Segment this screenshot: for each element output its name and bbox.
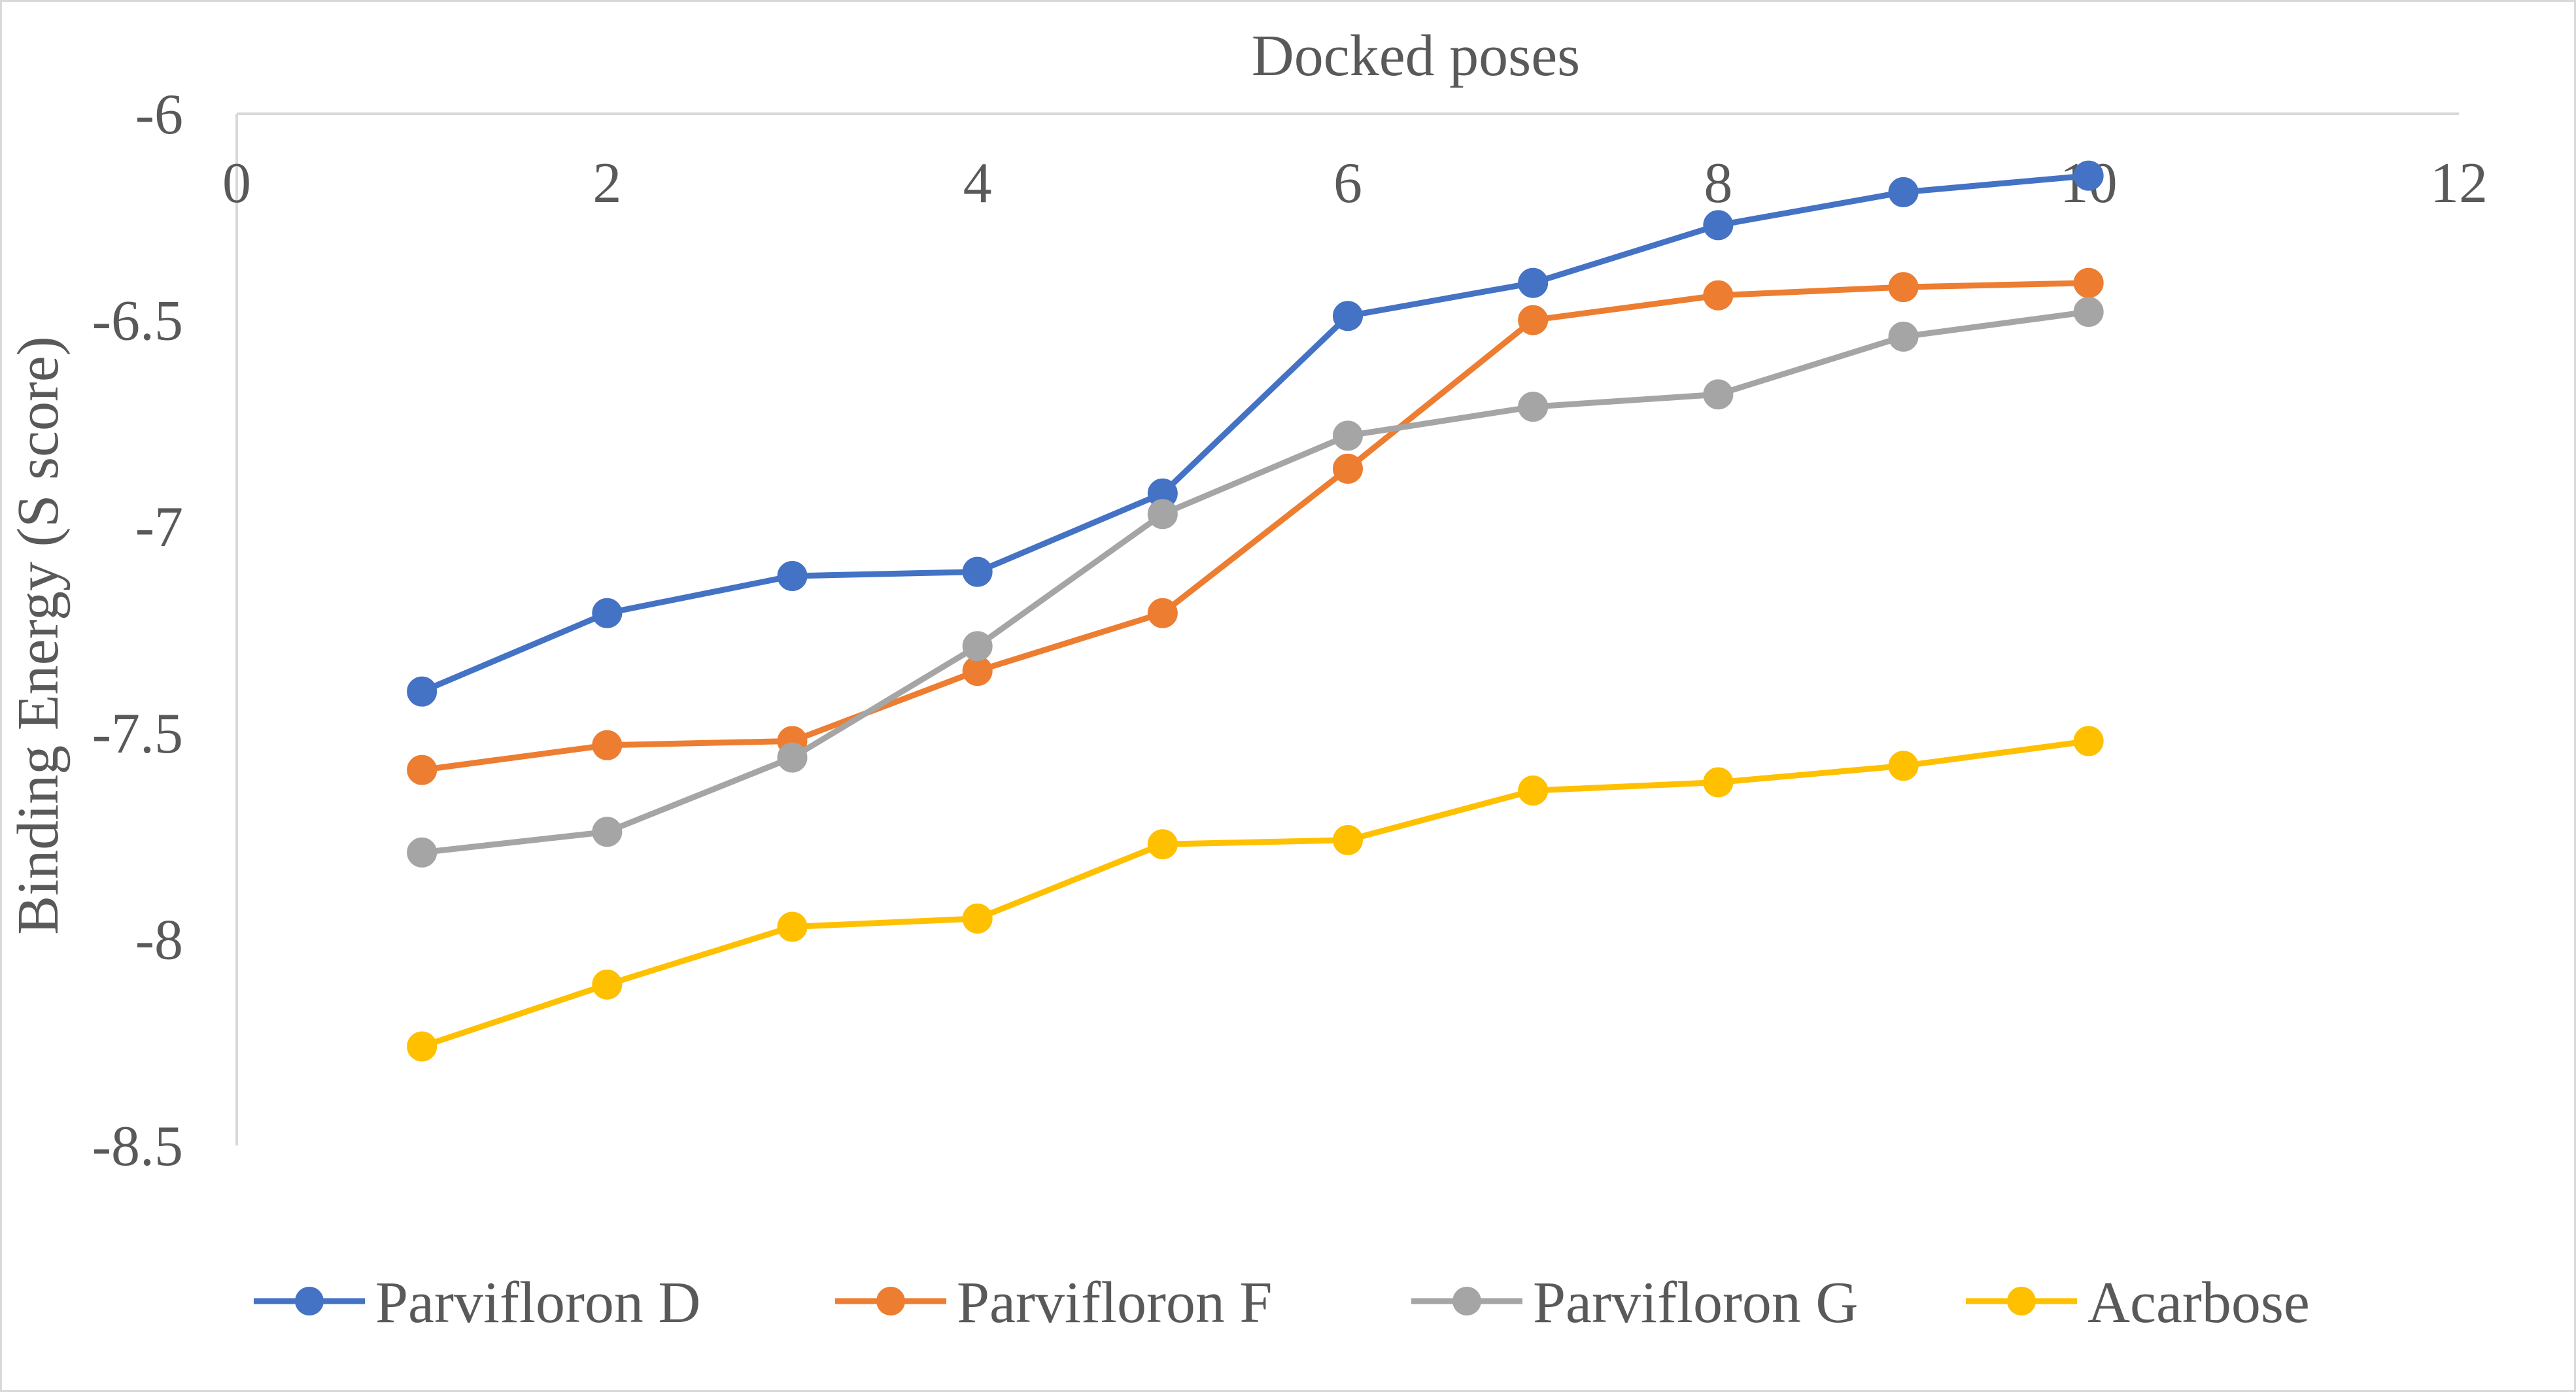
data-point-parvifloron-d [592, 598, 623, 628]
data-point-parvifloron-g [2073, 296, 2104, 327]
legend-marker-parvifloron-f [876, 1287, 905, 1316]
data-point-parvifloron-d [1703, 210, 1734, 241]
legend-label-parvifloron-g: Parvifloron G [1533, 1270, 1858, 1335]
data-point-acarbose [1333, 824, 1363, 855]
data-point-acarbose [962, 903, 993, 934]
data-point-parvifloron-d [962, 556, 993, 587]
legend-label-parvifloron-f: Parvifloron F [957, 1270, 1272, 1335]
data-point-acarbose [1703, 767, 1734, 798]
data-point-parvifloron-f [1888, 272, 1919, 303]
data-point-parvifloron-g [1147, 499, 1178, 530]
y-tick-label: -7.5 [92, 702, 183, 766]
series-parvifloron-d [407, 160, 2104, 707]
axes: 024681012-6-6.5-7-7.5-8-8.5 [92, 83, 2488, 1178]
data-point-acarbose [1888, 751, 1919, 781]
series-parvifloron-f [407, 267, 2104, 785]
legend-label-acarbose: Acarbose [2087, 1270, 2310, 1335]
data-point-acarbose [407, 1031, 438, 1062]
data-point-parvifloron-f [1147, 598, 1178, 628]
data-point-acarbose [1518, 775, 1549, 806]
legend-marker-parvifloron-d [295, 1287, 324, 1316]
data-point-parvifloron-f [1333, 453, 1363, 484]
legend-label-parvifloron-d: Parvifloron D [375, 1270, 700, 1335]
data-point-parvifloron-g [1518, 392, 1549, 422]
data-point-parvifloron-g [777, 742, 808, 773]
series-line-parvifloron-d [419, 173, 2092, 695]
data-point-parvifloron-f [2073, 267, 2104, 298]
x-axis-title: Docked poses [1252, 24, 1580, 88]
data-point-parvifloron-f [592, 730, 623, 760]
series-parvifloron-g [407, 296, 2104, 868]
data-point-parvifloron-d [1333, 301, 1363, 331]
y-tick-label: -6.5 [92, 290, 183, 353]
x-tick-label: 2 [592, 152, 621, 215]
data-point-acarbose [777, 911, 808, 942]
data-point-parvifloron-f [1518, 305, 1549, 335]
data-point-parvifloron-d [407, 676, 438, 707]
data-point-parvifloron-g [1703, 379, 1734, 410]
y-tick-label: -7 [135, 496, 183, 559]
y-axis-title: Binding Energy (S score) [6, 336, 71, 935]
data-point-parvifloron-g [592, 817, 623, 847]
data-point-parvifloron-g [1333, 420, 1363, 451]
y-tick-label: -8.5 [92, 1115, 183, 1178]
data-point-parvifloron-g [1888, 321, 1919, 352]
legend: Parvifloron D Parvifloron F Parvifloron G A… [254, 1270, 2310, 1335]
x-tick-label: 0 [222, 152, 251, 215]
y-tick-label: -6 [135, 83, 183, 146]
data-point-parvifloron-g [962, 631, 993, 662]
data-point-parvifloron-d [1888, 177, 1919, 207]
legend-item-parvifloron-g: Parvifloron G [1411, 1270, 1858, 1335]
series-line-acarbose [419, 738, 2092, 1050]
data-point-acarbose [2073, 726, 2104, 756]
series-acarbose [407, 726, 2104, 1062]
legend-item-parvifloron-d: Parvifloron D [254, 1270, 700, 1335]
data-point-parvifloron-d [2073, 160, 2104, 191]
data-point-parvifloron-f [407, 755, 438, 785]
legend-marker-parvifloron-g [1452, 1287, 1481, 1316]
data-point-parvifloron-d [1518, 267, 1549, 298]
x-tick-label: 12 [2430, 152, 2488, 215]
x-tick-label: 4 [963, 152, 992, 215]
legend-item-parvifloron-f: Parvifloron F [835, 1270, 1272, 1335]
data-point-parvifloron-f [1703, 280, 1734, 311]
data-point-acarbose [592, 969, 623, 1000]
series-layer [407, 160, 2104, 1062]
legend-marker-acarbose [2007, 1287, 2036, 1316]
data-point-parvifloron-d [777, 560, 808, 591]
x-tick-label: 8 [1704, 152, 1732, 215]
x-tick-label: 6 [1333, 152, 1362, 215]
legend-item-acarbose: Acarbose [1966, 1270, 2310, 1335]
series-line-parvifloron-g [419, 309, 2092, 856]
data-point-acarbose [1147, 829, 1178, 860]
y-tick-label: -8 [135, 908, 183, 972]
series-line-parvifloron-f [419, 280, 2092, 773]
data-point-parvifloron-g [407, 837, 438, 868]
